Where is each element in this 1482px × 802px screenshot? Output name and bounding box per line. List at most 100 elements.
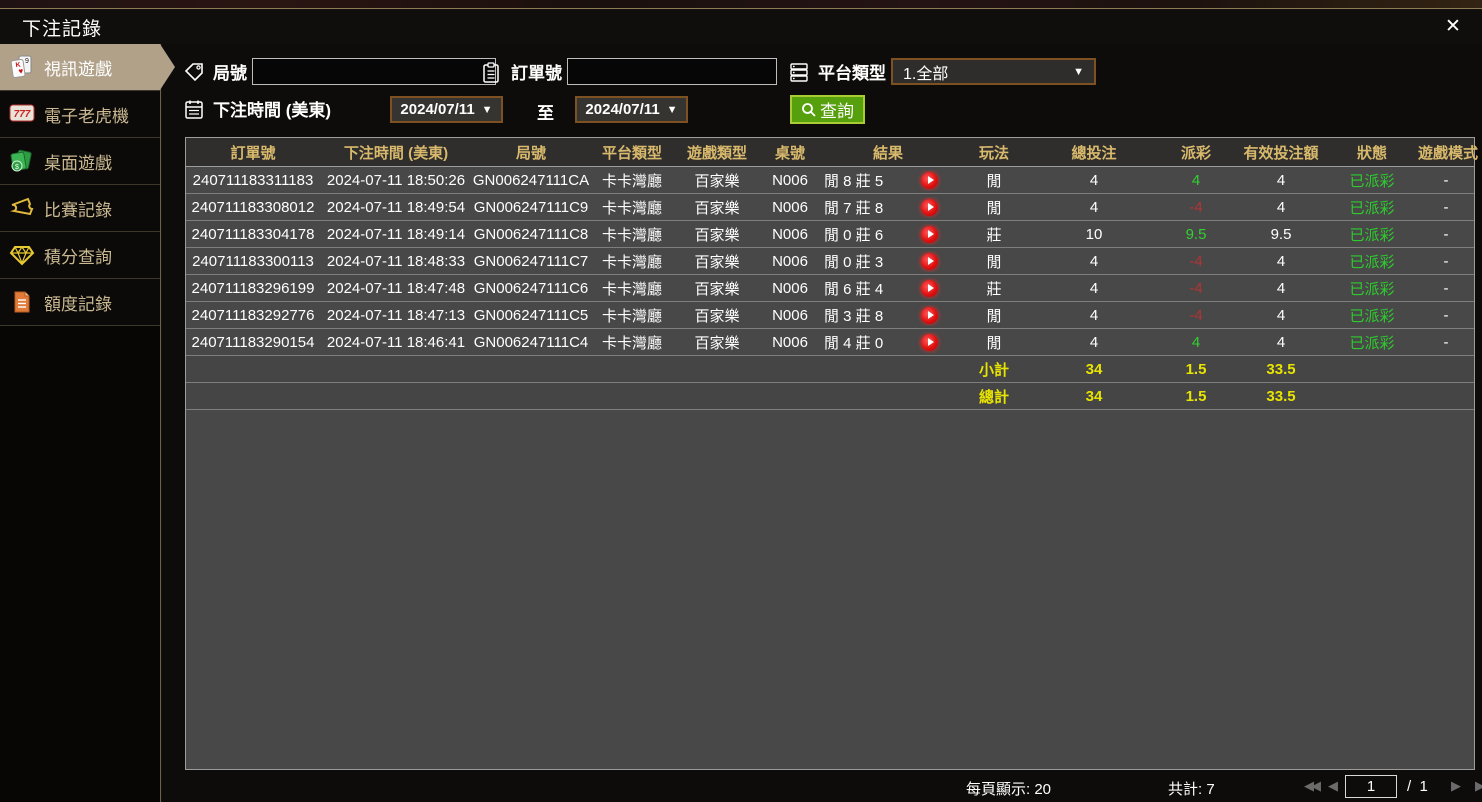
cell-bet-time: 2024-07-11 18:47:48: [326, 279, 466, 297]
cell-table-no: N006: [772, 279, 808, 297]
replay-play-icon[interactable]: [921, 171, 938, 189]
diamond-icon: [9, 242, 35, 268]
dialog-titlebar: 下注記錄 ✕: [0, 10, 1482, 44]
sidebar-item-credit-record[interactable]: 額度記錄: [0, 279, 160, 326]
close-icon[interactable]: ✕: [1445, 16, 1461, 37]
last-page-icon[interactable]: ▶▶: [1475, 778, 1482, 793]
main-panel: 局號 訂單號 平台類型 1.全部 ▼: [162, 44, 1482, 802]
cell-payout: 4: [1191, 171, 1201, 189]
cell-valid-bet: 4: [1276, 171, 1286, 189]
search-icon: [801, 102, 817, 118]
page-total-text: / 1: [1407, 778, 1428, 795]
table-row: 240711183296199 2024-07-11 18:47:48 GN00…: [186, 275, 1474, 302]
page-number-input[interactable]: [1345, 775, 1397, 798]
replay-play-icon[interactable]: [921, 333, 938, 351]
sidebar-item-points-query[interactable]: 積分查詢: [0, 232, 160, 279]
col-header: 有效投注額: [1243, 144, 1319, 162]
date-range-to-label: 至: [537, 104, 554, 123]
cell-order-id: 240711183308012: [191, 198, 315, 216]
cell-valid-bet: 9.5: [1270, 225, 1292, 243]
cell-game-type: 百家樂: [694, 253, 740, 271]
sidebar-item-table-games[interactable]: $ 桌面遊戲: [0, 138, 160, 185]
ticket-icon: [9, 195, 35, 221]
date-to-value: 2024/07/11: [585, 101, 660, 118]
cell-round-id: GN006247111C4: [473, 333, 589, 351]
cell-bet-time: 2024-07-11 18:48:33: [326, 252, 466, 270]
result-text: 閒 3 莊 8: [824, 307, 884, 325]
cell-order-id: 240711183290154: [191, 333, 315, 351]
sidebar-item-match-record[interactable]: 比賽記錄: [0, 185, 160, 232]
cell-bet-time: 2024-07-11 18:46:41: [326, 333, 466, 351]
col-header: 結果: [872, 144, 903, 162]
sidebar-item-label: 電子老虎機: [44, 106, 129, 126]
search-button[interactable]: 查詢: [790, 95, 865, 124]
replay-play-icon[interactable]: [921, 225, 938, 243]
cell-valid-bet: 4: [1276, 333, 1286, 351]
platform-select-value: 1.全部: [903, 65, 949, 83]
platform-select[interactable]: 1.全部 ▼: [891, 58, 1096, 85]
replay-play-icon[interactable]: [921, 306, 938, 324]
round-filter-label: 局號: [213, 64, 247, 83]
cell-game-mode: -: [1443, 333, 1449, 351]
subtotal-label: 小計: [978, 361, 1009, 379]
cell-status: 已派彩: [1349, 253, 1395, 271]
round-filter-group: 局號: [184, 58, 496, 85]
cell-round-id: GN006247111CA: [472, 171, 590, 189]
date-from-picker[interactable]: 2024/07/11 ▼: [390, 96, 503, 123]
table-row: 240711183304178 2024-07-11 18:49:14 GN00…: [186, 221, 1474, 248]
svg-text:$: $: [15, 164, 19, 171]
background-app-strip: [0, 0, 1482, 9]
cell-bet-time: 2024-07-11 18:49:54: [326, 198, 466, 216]
order-input[interactable]: [567, 58, 777, 85]
document-icon: [9, 289, 35, 315]
replay-play-icon[interactable]: [921, 252, 938, 270]
cell-total-bet: 4: [1089, 279, 1099, 297]
cell-game-type: 百家樂: [694, 226, 740, 244]
result-text: 閒 0 莊 3: [824, 253, 884, 271]
cell-table-no: N006: [772, 333, 808, 351]
sidebar-item-video-games[interactable]: 9 K ♥ 視訊遊戲: [0, 44, 160, 91]
cell-status: 已派彩: [1349, 280, 1395, 298]
table-row: 240711183300113 2024-07-11 18:48:33 GN00…: [186, 248, 1474, 275]
first-page-icon[interactable]: ◀◀: [1304, 778, 1321, 793]
cell-total-bet: 4: [1089, 306, 1099, 324]
cell-play-type: 閒: [986, 307, 1002, 325]
table-header-row: 訂單號 下注時間 (美東) 局號 平台類型 遊戲類型 桌號 結果 玩法 總投注 …: [186, 138, 1478, 167]
svg-text:777: 777: [14, 109, 31, 120]
col-header: 遊戲類型: [686, 144, 747, 162]
chevron-down-icon: ▼: [666, 103, 678, 116]
cell-total-bet: 10: [1085, 225, 1103, 243]
cell-total-bet: 4: [1089, 252, 1099, 270]
grand-total-valid-bet: 33.5: [1266, 387, 1296, 405]
replay-play-icon[interactable]: [921, 198, 938, 216]
cell-result: 閒 7 莊 8: [820, 197, 956, 218]
cell-order-id: 240711183292776: [191, 306, 315, 324]
clipboard-icon: [482, 61, 502, 83]
cell-round-id: GN006247111C5: [473, 306, 589, 324]
cell-bet-time: 2024-07-11 18:50:26: [326, 171, 466, 189]
col-header: 總投注: [1071, 144, 1117, 162]
cell-order-id: 240711183300113: [192, 252, 314, 270]
cell-payout: 4: [1191, 333, 1201, 351]
col-header: 訂單號: [230, 144, 276, 162]
prev-page-icon[interactable]: ◀: [1328, 778, 1338, 793]
date-to-picker[interactable]: 2024/07/11 ▼: [575, 96, 688, 123]
cell-result: 閒 8 莊 5: [820, 170, 956, 191]
next-page-icon[interactable]: ▶: [1451, 778, 1461, 793]
col-header: 玩法: [978, 144, 1009, 162]
round-input[interactable]: [252, 58, 496, 85]
bet-time-filter-group: 下注時間 (美東): [184, 96, 331, 121]
replay-play-icon[interactable]: [921, 279, 938, 297]
cell-play-type: 閒: [986, 172, 1002, 190]
cell-play-type: 閒: [986, 334, 1002, 352]
cell-result: 閒 6 莊 4: [820, 278, 956, 299]
subtotal-valid-bet: 33.5: [1266, 360, 1296, 378]
sidebar-item-label: 額度記錄: [44, 294, 112, 314]
platform-filter-group: 平台類型 1.全部 ▼: [789, 58, 1096, 85]
cell-platform: 卡卡灣廳: [601, 334, 662, 352]
col-header: 下注時間 (美東): [343, 144, 449, 162]
cell-valid-bet: 4: [1276, 279, 1286, 297]
sidebar-item-slots[interactable]: 777 電子老虎機: [0, 91, 160, 138]
cell-game-mode: -: [1443, 306, 1449, 324]
